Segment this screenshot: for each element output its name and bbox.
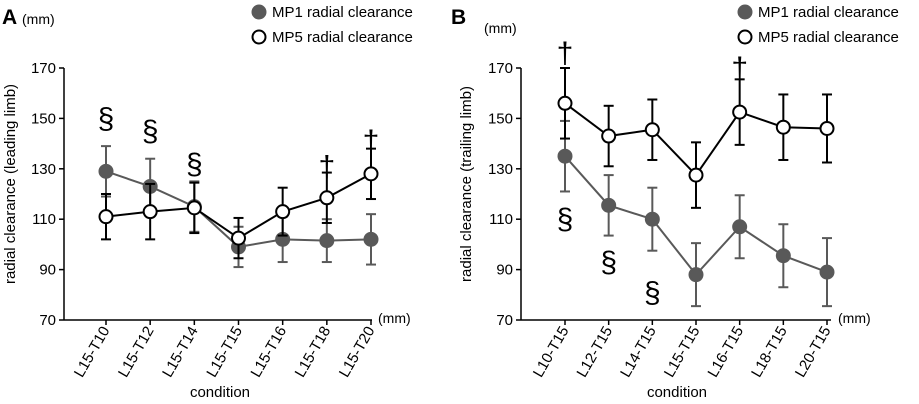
data-point-open: [275, 204, 291, 220]
panel-label: A: [2, 6, 17, 29]
panel-label: B: [451, 6, 466, 29]
y-tick-label: 170: [31, 60, 56, 77]
data-point-filled: [98, 163, 114, 179]
x-unit-label: (mm): [838, 310, 871, 326]
data-point-open: [644, 122, 660, 138]
data-point-open: [819, 120, 835, 136]
legend-marker-filled: [251, 4, 267, 20]
series-mp5: [557, 67, 835, 209]
section-marker: §: [98, 102, 115, 135]
data-point-filled: [819, 264, 835, 280]
data-point-open: [186, 200, 202, 216]
data-point-open: [732, 104, 748, 120]
data-point-filled: [557, 148, 573, 164]
data-point-filled: [732, 219, 748, 235]
y-tick-label: 90: [496, 262, 513, 279]
data-point-filled: [644, 211, 660, 227]
x-axis-label: condition: [190, 384, 250, 401]
legend-marker-open: [737, 29, 753, 45]
y-tick-label: 150: [31, 110, 56, 127]
data-point-filled: [688, 267, 704, 283]
x-tick-label: L15-T18: [292, 324, 335, 381]
x-tick-label: L15-T10: [71, 324, 114, 381]
data-point-open: [142, 204, 158, 220]
section-marker: §: [186, 148, 203, 181]
data-point-open: [231, 230, 246, 246]
x-axis-label: condition: [647, 384, 707, 401]
section-marker: §: [644, 276, 661, 309]
data-point-filled: [775, 248, 791, 264]
x-tick-label: L15-T15: [661, 324, 704, 381]
x-tick-label: L15-T16: [247, 324, 290, 381]
y-tick-label: 70: [496, 312, 513, 329]
y-axis-label: radial clearance (trailing limb): [458, 86, 475, 282]
y-tick-label: 70: [39, 312, 56, 329]
data-point-open: [557, 95, 573, 111]
x-tick-label: L20-T15: [792, 324, 835, 381]
dagger-marker: †: [318, 150, 335, 183]
data-point-open: [319, 190, 335, 206]
legend-label-mp1: MP1 radial clearance: [758, 4, 899, 21]
dagger-marker: †: [557, 37, 574, 70]
x-tick-label: L12-T15: [573, 324, 616, 381]
x-tick-label: L10-T15: [530, 324, 573, 381]
data-point-filled: [363, 231, 379, 247]
y-tick-label: 150: [488, 110, 513, 127]
y-tick-label: 110: [489, 211, 513, 228]
legend-marker-open: [251, 29, 267, 45]
legend-label-mp1: MP1 radial clearance: [272, 4, 413, 21]
data-point-filled: [601, 197, 617, 213]
series-mp1: [557, 119, 835, 308]
x-tick-label: L15-T15: [203, 324, 246, 381]
data-point-filled: [319, 233, 335, 249]
data-point-open: [688, 167, 704, 183]
y-tick-label: 170: [488, 60, 513, 77]
data-point-open: [601, 128, 617, 144]
legend-label-mp5: MP5 radial clearance: [758, 29, 899, 46]
y-tick-label: 130: [488, 161, 513, 178]
y-tick-label: 130: [31, 161, 56, 178]
x-tick-label: L14-T15: [617, 324, 660, 381]
x-unit-label: (mm): [378, 310, 411, 326]
dagger-marker: †: [731, 52, 748, 85]
x-tick-label: L15-T14: [159, 324, 202, 381]
section-marker: §: [142, 115, 159, 148]
x-tick-label: L15-T20: [336, 324, 379, 381]
data-point-open: [98, 209, 114, 225]
data-point-open: [363, 166, 379, 182]
x-tick-label: L15-T12: [115, 324, 158, 381]
y-unit-label: (mm): [22, 11, 55, 27]
legend-marker-filled: [737, 4, 753, 20]
x-tick-label: L16-T15: [704, 324, 747, 381]
y-tick-label: 110: [32, 211, 56, 228]
series-mp5: [98, 147, 379, 260]
y-tick-label: 90: [39, 262, 56, 279]
x-tick-label: L18-T15: [748, 324, 791, 381]
section-marker: §: [600, 246, 617, 279]
data-point-open: [775, 119, 791, 135]
legend-label-mp5: MP5 radial clearance: [272, 29, 413, 46]
section-marker: §: [557, 203, 574, 236]
y-axis-label: radial clearance (leading limb): [2, 84, 19, 284]
dagger-marker: †: [363, 125, 380, 158]
y-unit-label: (mm): [484, 20, 517, 36]
